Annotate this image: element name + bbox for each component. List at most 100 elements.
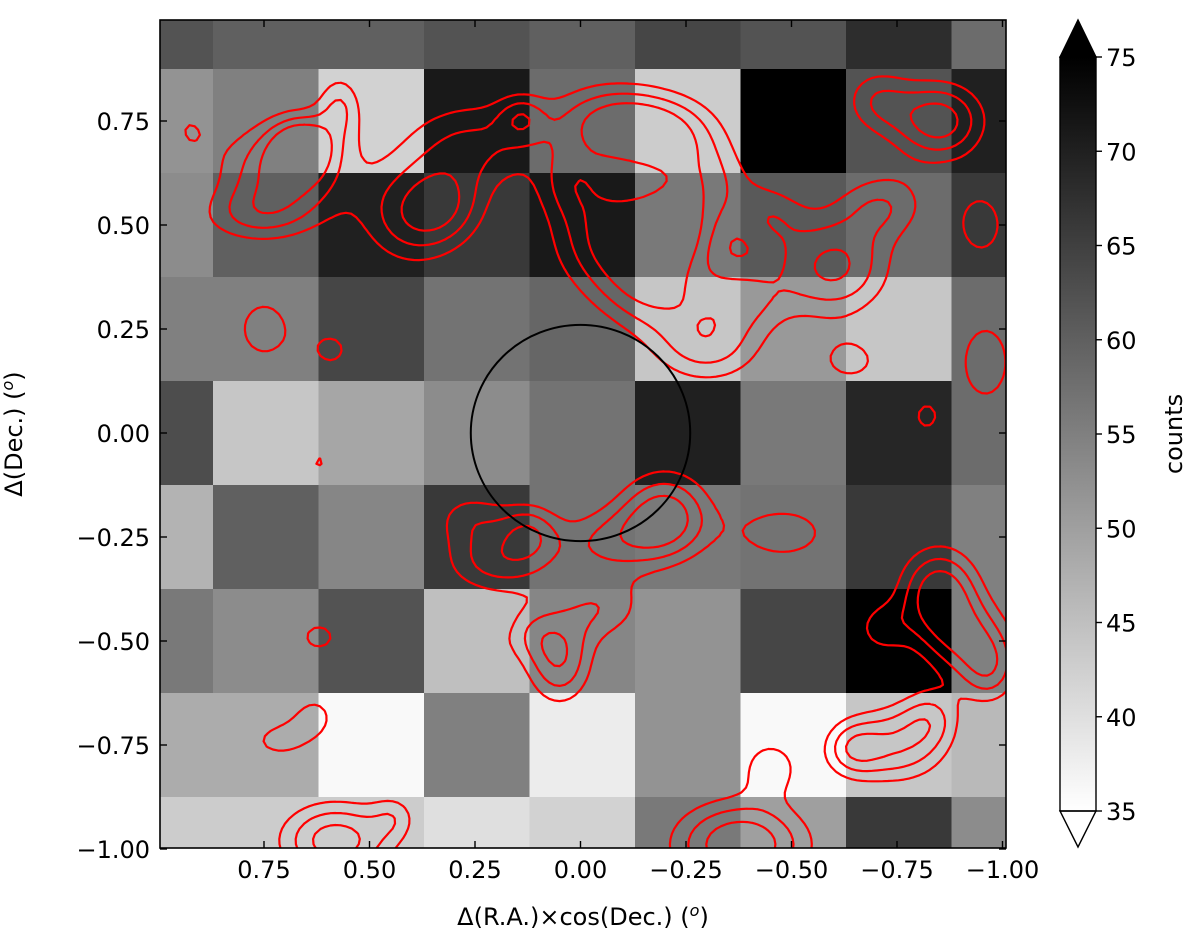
heatmap-cell (424, 693, 531, 798)
colorbar-tick-label: 70 (1106, 138, 1137, 166)
contour-lines (184, 75, 1006, 848)
colorbar-tick-label: 40 (1106, 704, 1137, 732)
y-tick-label: −0.25 (76, 524, 150, 552)
heatmap-cell (318, 797, 425, 848)
heatmap-cell (213, 381, 320, 486)
heatmap-cell (318, 485, 425, 590)
heatmap-cell (635, 589, 742, 694)
x-tick-label: 0.75 (237, 856, 290, 884)
y-tick-label: −0.75 (76, 732, 150, 760)
x-tick-label: −0.50 (755, 856, 829, 884)
heatmap-cell (635, 20, 742, 70)
heatmap-cell (951, 797, 1006, 848)
colorbar-tick-label: 35 (1106, 798, 1137, 826)
x-axis-ticks: 0.75 0.50 0.25 0.00 −0.25 −0.50 −0.75 −1.00 (237, 20, 1039, 884)
contour-level (184, 75, 1006, 848)
heatmap-cell (529, 797, 636, 848)
heatmap-cell (160, 173, 214, 278)
colorbar-tick-label: 45 (1106, 610, 1137, 638)
heatmap-cell (846, 589, 953, 694)
heatmap-cell (213, 20, 320, 70)
x-tick-label: −0.75 (860, 856, 934, 884)
heatmap-cell (318, 277, 425, 382)
plot-frame (159, 19, 1007, 849)
x-tick-label: −1.00 (966, 856, 1040, 884)
heatmap-cell (160, 589, 214, 694)
heatmap-cell (951, 381, 1006, 486)
heatmap-cell (740, 381, 847, 486)
heatmap-cell (846, 173, 953, 278)
heatmap-cell (740, 277, 847, 382)
heatmap-cell (635, 277, 742, 382)
colorbar-tick-label: 75 (1106, 44, 1137, 72)
y-axis-ticks: 0.75 0.50 0.25 0.00 −0.25 −0.50 −0.75 −1.00 (76, 108, 1006, 864)
heatmap-cell (740, 20, 847, 70)
heatmap-cell (160, 485, 214, 590)
y-tick-label: −1.00 (76, 836, 150, 864)
colorbar: 35 40 45 50 55 60 65 70 75 counts (1058, 18, 1188, 849)
heatmap-cell (740, 485, 847, 590)
heatmap-cell (529, 381, 636, 486)
heatmap-cell (740, 693, 847, 798)
heatmap-cell (740, 69, 847, 174)
heatmap-cell (951, 693, 1006, 798)
heatmap-cell (160, 277, 214, 382)
heatmap-cell (529, 485, 636, 590)
heatmap-cell (529, 693, 636, 798)
heatmap-cell (213, 277, 320, 382)
heatmap-cell (740, 589, 847, 694)
heatmap-cell (846, 20, 953, 70)
heatmap-cell (529, 20, 636, 70)
heatmap-cell (213, 797, 320, 848)
contour-level (252, 102, 999, 848)
y-tick-label: 0.50 (97, 212, 150, 240)
heatmap-cell (846, 797, 953, 848)
heatmap-cell (635, 381, 742, 486)
heatmap-cell (529, 173, 636, 278)
y-tick-label: 0.25 (97, 316, 150, 344)
heatmap-cell (424, 277, 531, 382)
x-axis-label: Δ(R.A.)×cos(Dec.) (o) (457, 901, 709, 931)
heatmap-cell (213, 69, 320, 174)
heatmap-cell (951, 20, 1006, 70)
y-tick-label: 0.00 (97, 420, 150, 448)
heatmap-cell (213, 173, 320, 278)
colorbar-gradient (1060, 57, 1096, 811)
colorbar-tick-label: 55 (1106, 421, 1137, 449)
colorbar-tick-label: 50 (1106, 515, 1137, 543)
heatmap-cell (951, 589, 1006, 694)
heatmap-cell (213, 485, 320, 590)
heatmap-cell (635, 69, 742, 174)
heatmap-cell (318, 589, 425, 694)
heatmap-cell (424, 485, 531, 590)
heatmap-cell (424, 589, 531, 694)
contour-level (228, 89, 1006, 848)
heatmap-cell (846, 485, 953, 590)
x-tick-label: 0.25 (448, 856, 501, 884)
colorbar-tick-label: 65 (1106, 233, 1137, 261)
heatmap-cell (160, 69, 214, 174)
heatmap-cell (318, 20, 425, 70)
colorbar-extend-min (1058, 810, 1098, 849)
heatmap-cell (529, 69, 636, 174)
colorbar-tick-label: 60 (1106, 327, 1137, 355)
heatmap-cell (160, 381, 214, 486)
y-axis-label: Δ(Dec.) (o) (0, 371, 28, 496)
heatmap-cell (846, 381, 953, 486)
heatmap-cell (318, 381, 425, 486)
region-circle (469, 323, 692, 543)
heatmap-cell (424, 797, 531, 848)
heatmap-cell (213, 589, 320, 694)
x-tick-label: −0.25 (649, 856, 723, 884)
x-tick-label: 0.00 (554, 856, 607, 884)
colorbar-extend-max (1058, 18, 1098, 58)
region-circle-outline (469, 323, 692, 543)
heatmap-cell (424, 69, 531, 174)
colorbar-label: counts (1160, 394, 1188, 474)
heatmap-cell (951, 277, 1006, 382)
colorbar-ticks: 35 40 45 50 55 60 65 70 75 (1096, 44, 1137, 826)
y-tick-label: −0.50 (76, 628, 150, 656)
heatmap-cell (846, 277, 953, 382)
heatmap-cell (318, 693, 425, 798)
